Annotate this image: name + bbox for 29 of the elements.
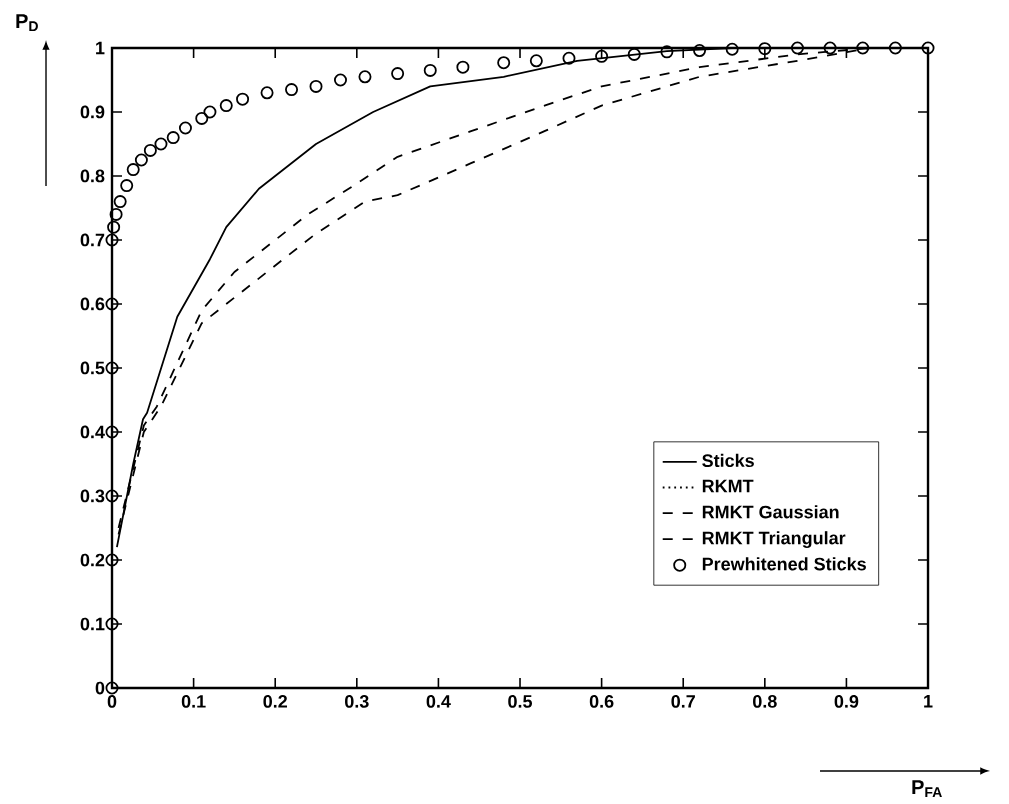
x-axis-title: P$_{FA}$ bbox=[912, 780, 942, 798]
y-axis-title: P$_{D}$ bbox=[16, 14, 38, 32]
x-tick-label: 1 bbox=[924, 695, 933, 708]
y-tick-label: 0.3 bbox=[80, 489, 105, 503]
x-tick-label: 0.6 bbox=[589, 695, 614, 708]
legend-label: Sticks bbox=[702, 454, 754, 468]
y-tick-label: 0.1 bbox=[80, 617, 105, 631]
x-tick-label: 0.3 bbox=[345, 695, 369, 708]
legend-label: RMKT Gaussian bbox=[702, 505, 839, 519]
y-tick-label: 0.8 bbox=[80, 169, 105, 183]
legend-label: RKMT bbox=[702, 480, 754, 493]
legend-label: RMKT Triangular bbox=[702, 531, 846, 549]
y-tick-label: 0.9 bbox=[80, 105, 105, 119]
x-tick-label: 0.8 bbox=[753, 695, 777, 708]
y-tick-label: 0.6 bbox=[80, 297, 105, 311]
legend-label: Prewhitened Sticks bbox=[702, 557, 866, 571]
x-tick-label: 0.2 bbox=[263, 695, 287, 708]
x-tick-label: 0 bbox=[107, 695, 117, 708]
x-tick-label: 0.4 bbox=[426, 695, 451, 708]
y-tick-label: 0 bbox=[95, 681, 105, 695]
x-tick-label: 0.9 bbox=[834, 695, 859, 708]
y-tick-label: 1 bbox=[96, 41, 105, 55]
x-tick-label: 0.7 bbox=[671, 695, 695, 708]
y-tick-label: 0.4 bbox=[80, 425, 105, 439]
y-tick-label: 0.7 bbox=[80, 233, 105, 247]
y-tick-label: 0.5 bbox=[80, 361, 105, 375]
x-tick-label: 0.1 bbox=[181, 695, 206, 708]
y-tick-label: 0.2 bbox=[80, 553, 105, 567]
x-tick-label: 0.5 bbox=[508, 695, 533, 708]
